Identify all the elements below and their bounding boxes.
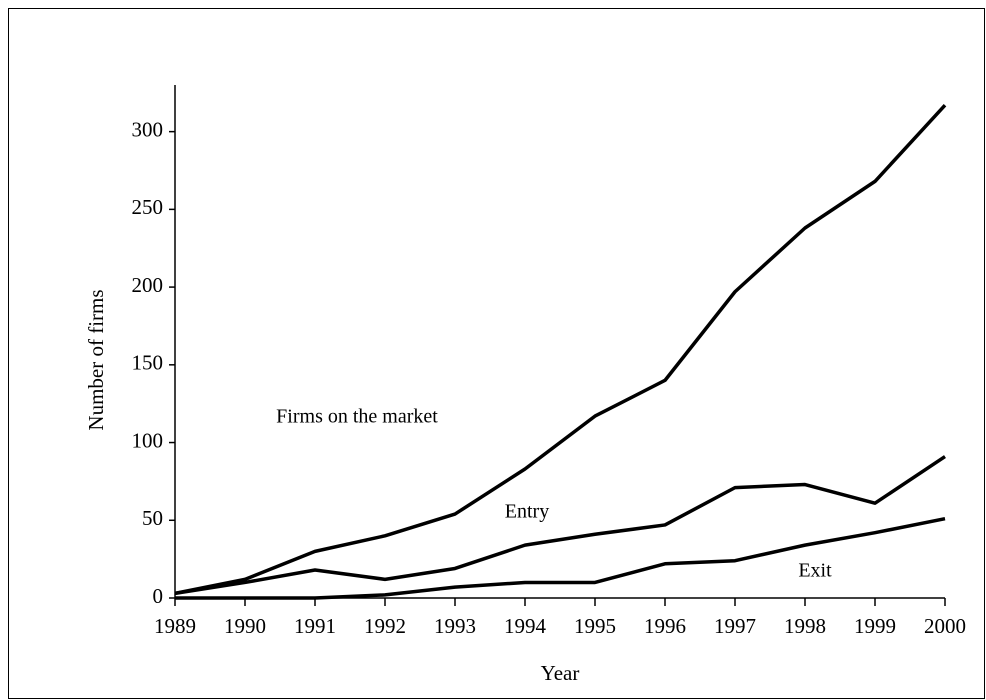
x-tick-label: 1996 bbox=[644, 614, 686, 638]
x-tick-label: 1998 bbox=[784, 614, 826, 638]
x-tick-label: 1994 bbox=[504, 614, 547, 638]
series-line bbox=[175, 517, 946, 600]
series-label: Exit bbox=[798, 560, 832, 582]
y-tick-label: 100 bbox=[132, 428, 164, 452]
y-tick-label: 250 bbox=[132, 195, 164, 219]
series-label: Firms on the market bbox=[276, 406, 438, 428]
x-tick-label: 1989 bbox=[154, 614, 196, 638]
y-axis-title: Number of firms bbox=[84, 289, 108, 430]
x-tick-label: 1990 bbox=[224, 614, 266, 638]
y-tick-label: 200 bbox=[132, 273, 164, 297]
y-tick-label: 150 bbox=[132, 351, 164, 375]
x-tick-label: 2000 bbox=[924, 614, 966, 638]
x-tick-label: 1999 bbox=[854, 614, 896, 638]
series-line bbox=[174, 104, 947, 596]
x-axis-title: Year bbox=[541, 661, 580, 685]
x-tick-label: 1997 bbox=[714, 614, 756, 638]
frame bbox=[8, 8, 985, 699]
y-tick-label: 50 bbox=[142, 506, 163, 530]
x-tick-label: 1995 bbox=[574, 614, 616, 638]
x-tick-label: 1991 bbox=[294, 614, 336, 638]
y-tick-label: 0 bbox=[153, 584, 164, 608]
y-tick-label: 300 bbox=[132, 117, 164, 141]
series-line bbox=[174, 455, 946, 596]
x-tick-label: 1993 bbox=[434, 614, 476, 638]
series-label: Entry bbox=[505, 501, 549, 523]
x-tick-label: 1992 bbox=[364, 614, 406, 638]
